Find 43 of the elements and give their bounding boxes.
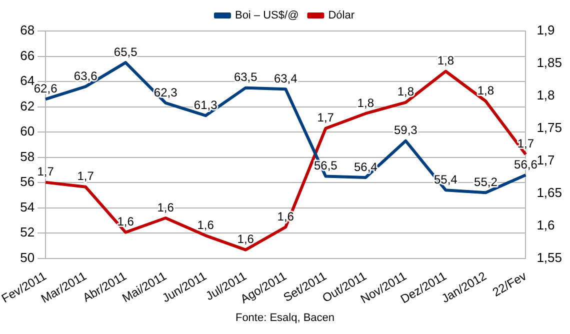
data-label: 1,7 bbox=[317, 110, 334, 125]
data-label: 1,6 bbox=[117, 214, 134, 229]
y-tick-label: 66 bbox=[20, 48, 35, 63]
data-label: 63,5 bbox=[234, 70, 258, 84]
data-label: 1,6 bbox=[157, 200, 174, 214]
y-tick-label: 52 bbox=[20, 224, 35, 240]
data-label: 62,6 bbox=[34, 82, 58, 96]
data-label: 63,4 bbox=[274, 71, 298, 86]
y2-tick-label: 1,55 bbox=[536, 250, 562, 265]
source-note: Fonte: Esalq, Bacen bbox=[234, 312, 336, 324]
y-tick-label: 62 bbox=[20, 98, 35, 114]
y2-tick-label: 1,8 bbox=[536, 88, 555, 103]
data-label: 59,3 bbox=[394, 123, 418, 138]
data-label: 61,3 bbox=[194, 98, 218, 112]
y2-tick-label: 1,6 bbox=[536, 217, 555, 232]
data-label: 65,5 bbox=[114, 44, 138, 59]
data-label: 1,8 bbox=[357, 96, 374, 110]
y2-tick-label: 1,7 bbox=[536, 152, 555, 168]
data-label: 1,6 bbox=[237, 232, 254, 246]
y2-tick-label: 1,9 bbox=[536, 22, 555, 38]
data-label: 63,6 bbox=[74, 68, 98, 83]
y-tick-label: 56 bbox=[20, 174, 35, 190]
data-label: 1,6 bbox=[197, 218, 214, 232]
data-label: 56,4 bbox=[354, 160, 378, 174]
data-label: 56,6 bbox=[514, 157, 538, 172]
data-label: 1,7 bbox=[37, 164, 54, 179]
data-label: 55,2 bbox=[474, 174, 498, 189]
data-label: 1,8 bbox=[437, 54, 454, 68]
legend-label: Boi – US$/@ bbox=[234, 10, 299, 22]
y-tick-label: 64 bbox=[20, 73, 35, 88]
y2-tick-label: 1,75 bbox=[536, 120, 562, 135]
y2-tick-label: 1,65 bbox=[536, 184, 562, 200]
y-tick-label: 58 bbox=[20, 148, 35, 164]
legend-label: Dólar bbox=[328, 10, 355, 22]
y-tick-label: 60 bbox=[20, 124, 35, 139]
data-label: 1,7 bbox=[517, 136, 534, 151]
y-tick-label: 54 bbox=[20, 199, 35, 214]
y-tick-label: 68 bbox=[20, 22, 35, 38]
data-label: 1,8 bbox=[397, 84, 414, 99]
y2-tick-label: 1,85 bbox=[536, 55, 562, 70]
data-label: 1,8 bbox=[477, 83, 494, 98]
data-label: 1,7 bbox=[77, 169, 94, 184]
y-tick-label: 50 bbox=[20, 250, 35, 265]
